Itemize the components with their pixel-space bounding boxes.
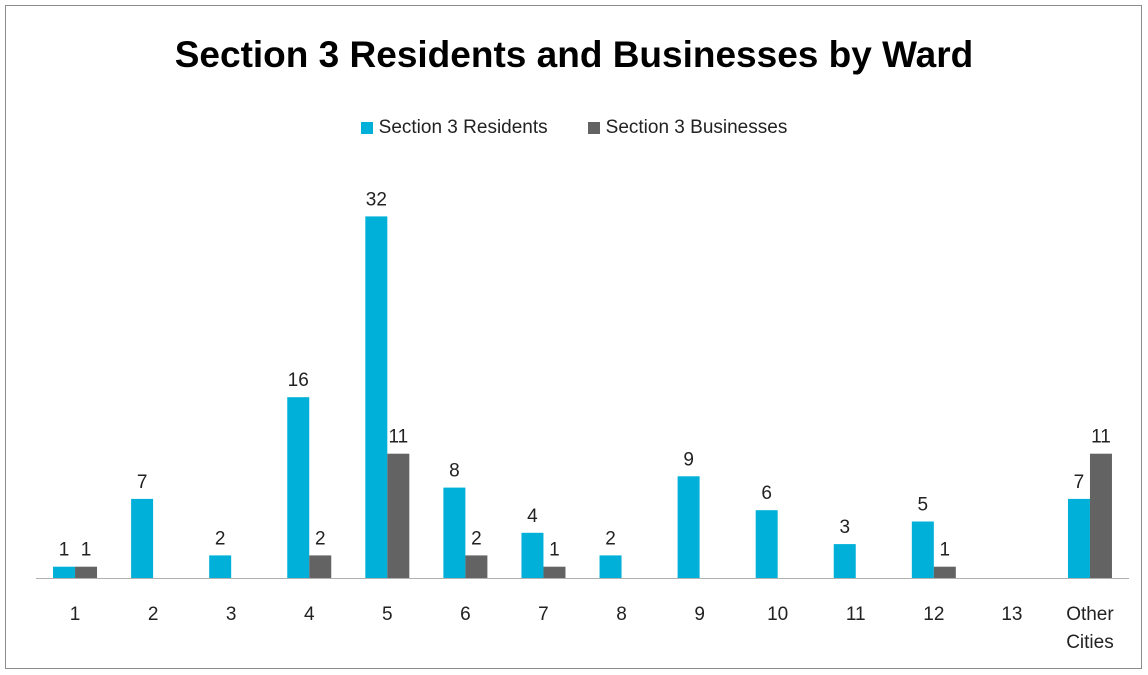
legend-label-businesses: Section 3 Businesses <box>605 117 788 138</box>
x-tick-label-6: 6 <box>460 604 471 625</box>
data-label-businesses-12: 1 <box>940 540 951 561</box>
data-label-residents-11: 3 <box>839 517 850 538</box>
bar-businesses-7 <box>543 566 566 578</box>
legend-swatch-businesses <box>587 122 600 134</box>
data-label-residents-5: 32 <box>366 189 387 210</box>
legend-item-businesses: Section 3 Businesses <box>587 117 788 139</box>
data-label-residents-10: 6 <box>761 483 772 504</box>
bar-businesses-6 <box>465 555 488 578</box>
bar-residents-11 <box>833 544 856 578</box>
data-label-residents-12: 5 <box>918 495 929 516</box>
bar-businesses-5 <box>387 453 410 578</box>
data-label-businesses-7: 1 <box>549 540 560 561</box>
bar-residents-2 <box>131 498 154 578</box>
x-tick-label-14: Other Cities <box>1066 604 1114 653</box>
x-tick-label-5: 5 <box>382 604 393 625</box>
data-label-residents-2: 7 <box>137 472 148 493</box>
data-label-residents-14: 7 <box>1074 472 1085 493</box>
data-label-businesses-6: 2 <box>471 528 482 549</box>
data-label-residents-1: 1 <box>59 540 70 561</box>
data-label-residents-8: 2 <box>605 528 616 549</box>
x-tick-label-10: 10 <box>767 604 788 625</box>
bar-residents-3 <box>209 555 232 578</box>
x-tick-label-8: 8 <box>616 604 627 625</box>
x-tick-label-2: 2 <box>148 604 159 625</box>
chart-legend: Section 3 Residents Section 3 Businesses <box>0 117 1148 139</box>
data-label-residents-4: 16 <box>288 370 309 391</box>
bar-residents-12 <box>911 521 934 578</box>
x-tick-label-1: 1 <box>70 604 81 625</box>
bar-residents-9 <box>677 476 700 578</box>
data-label-businesses-4: 2 <box>315 528 326 549</box>
chart-title: Section 3 Residents and Businesses by Wa… <box>174 34 974 75</box>
bar-residents-6 <box>443 487 466 578</box>
bar-businesses-1 <box>75 566 98 578</box>
data-label-residents-9: 9 <box>683 449 694 470</box>
bar-businesses-12 <box>933 566 956 578</box>
bar-residents-8 <box>599 555 622 578</box>
x-tick-label-12: 12 <box>923 604 944 625</box>
bar-residents-4 <box>287 397 310 578</box>
bar-businesses-14 <box>1089 453 1112 578</box>
data-label-residents-6: 8 <box>449 461 460 482</box>
legend-label-residents: Section 3 Residents <box>378 117 548 138</box>
x-tick-label-7: 7 <box>538 604 549 625</box>
bar-residents-1 <box>53 566 76 578</box>
x-tick-label-11: 11 <box>846 604 866 625</box>
data-label-residents-3: 2 <box>215 528 226 549</box>
bar-residents-14 <box>1067 498 1090 578</box>
chart-frame <box>5 5 1142 669</box>
data-label-residents-7: 4 <box>527 506 538 527</box>
x-tick-label-4: 4 <box>304 604 315 625</box>
data-label-businesses-14: 11 <box>1091 427 1111 448</box>
bar-businesses-4 <box>309 555 332 578</box>
data-label-businesses-5: 11 <box>388 427 408 448</box>
legend-swatch-residents <box>360 122 373 134</box>
x-tick-label-9: 9 <box>694 604 705 625</box>
bar-residents-5 <box>365 216 388 578</box>
x-tick-label-13: 13 <box>1001 604 1022 625</box>
x-tick-label-3: 3 <box>226 604 237 625</box>
legend-item-residents: Section 3 Residents <box>360 117 548 139</box>
data-label-businesses-1: 1 <box>81 540 92 561</box>
bar-residents-10 <box>755 510 778 578</box>
bar-residents-7 <box>521 532 544 578</box>
